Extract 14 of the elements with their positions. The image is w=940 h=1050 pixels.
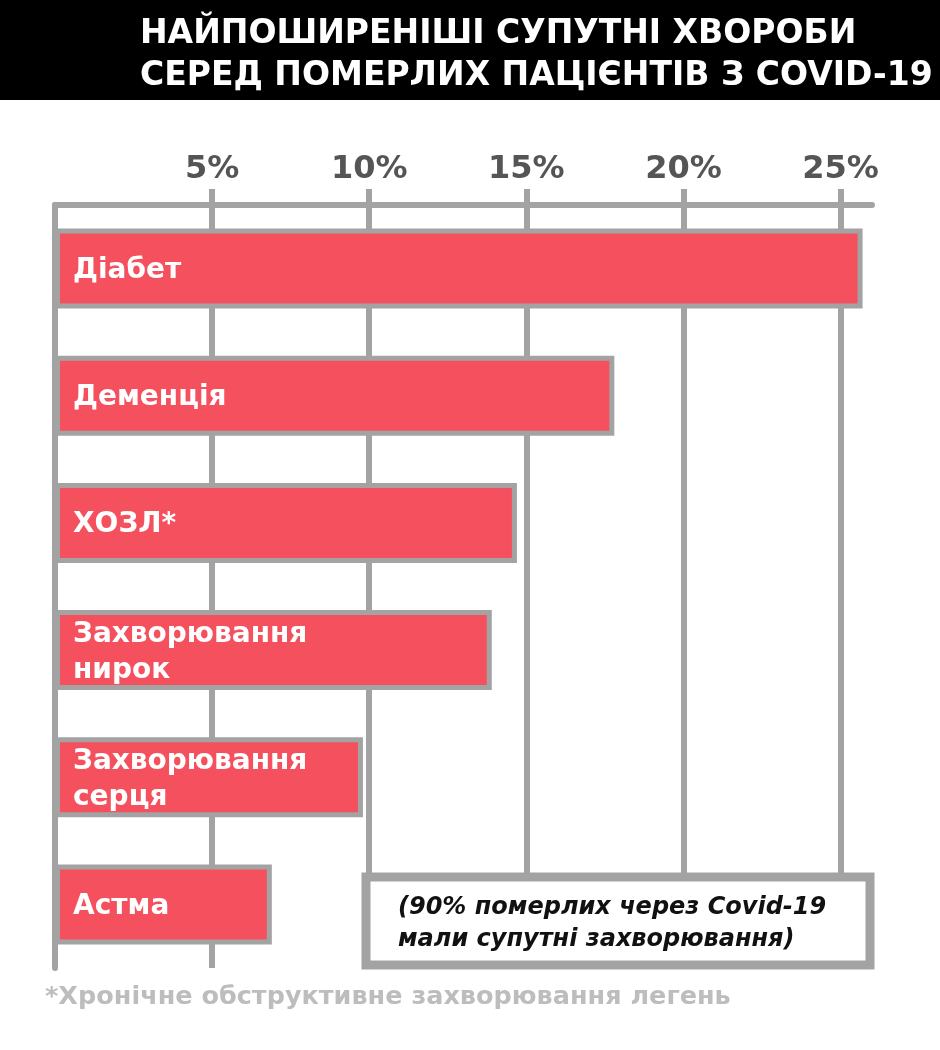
y-tick-label: Діабет: [73, 252, 182, 286]
x-tick-label: 5%: [184, 148, 240, 186]
annotation: (90% померлих через Covid-19 мали супутні захворювання): [398, 892, 827, 952]
x-tick-label: 20%: [645, 148, 722, 186]
x-tick-label: 25%: [802, 148, 879, 186]
x-tick-label: 10%: [330, 148, 408, 186]
y-tick-label: ХОЗЛ*: [73, 506, 177, 540]
chart-title: НАЙПОШИРЕНІШІ СУПУТНІ ХВОРОБИ СЕРЕД ПОМЕРЛИХ ПАЦІЄНТІВ З COVID-19: [140, 10, 933, 93]
y-tick-label: Деменція: [73, 379, 227, 413]
y-tick-label: Захворювання серця: [73, 742, 318, 812]
x-tick-label: 15%: [488, 148, 565, 186]
y-tick-label: Захворювання нирок: [73, 615, 318, 685]
text: *Хронічне обструктивне захворювання легень: [45, 980, 731, 1010]
y-tick-label: Астма: [73, 887, 170, 921]
